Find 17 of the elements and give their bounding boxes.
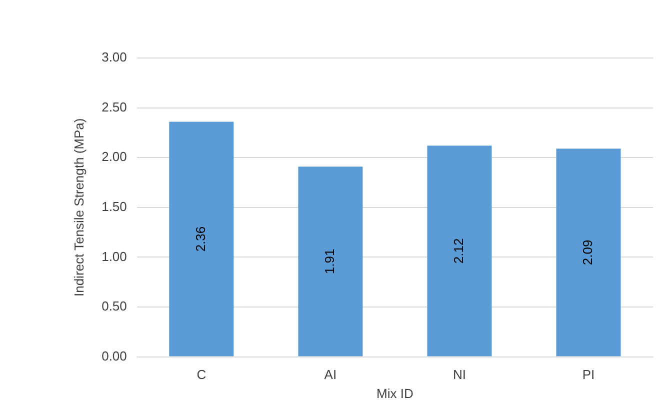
data-label: 1.91 [322, 248, 338, 274]
y-tick-label: 1.00 [102, 248, 127, 264]
x-tick-label: C [196, 367, 206, 382]
y-tick-label: 0.00 [102, 348, 127, 364]
x-tick-label: NI [452, 367, 466, 382]
x-axis-title: Mix ID [376, 386, 414, 401]
y-tick-label: 1.50 [102, 198, 127, 214]
y-tick-label: 2.00 [102, 149, 127, 164]
y-tick-label: 2.50 [102, 99, 127, 114]
data-label: 2.12 [451, 238, 466, 264]
x-tick-label: PI [582, 367, 595, 382]
data-label: 2.36 [192, 226, 208, 252]
data-label: 2.09 [580, 240, 596, 266]
y-axis-title: Indirect Tensile Strength (MPa) [71, 118, 86, 297]
y-tick-label: 3.00 [102, 50, 127, 65]
x-tick-label: AI [324, 367, 337, 382]
y-tick-label: 0.50 [102, 298, 127, 314]
